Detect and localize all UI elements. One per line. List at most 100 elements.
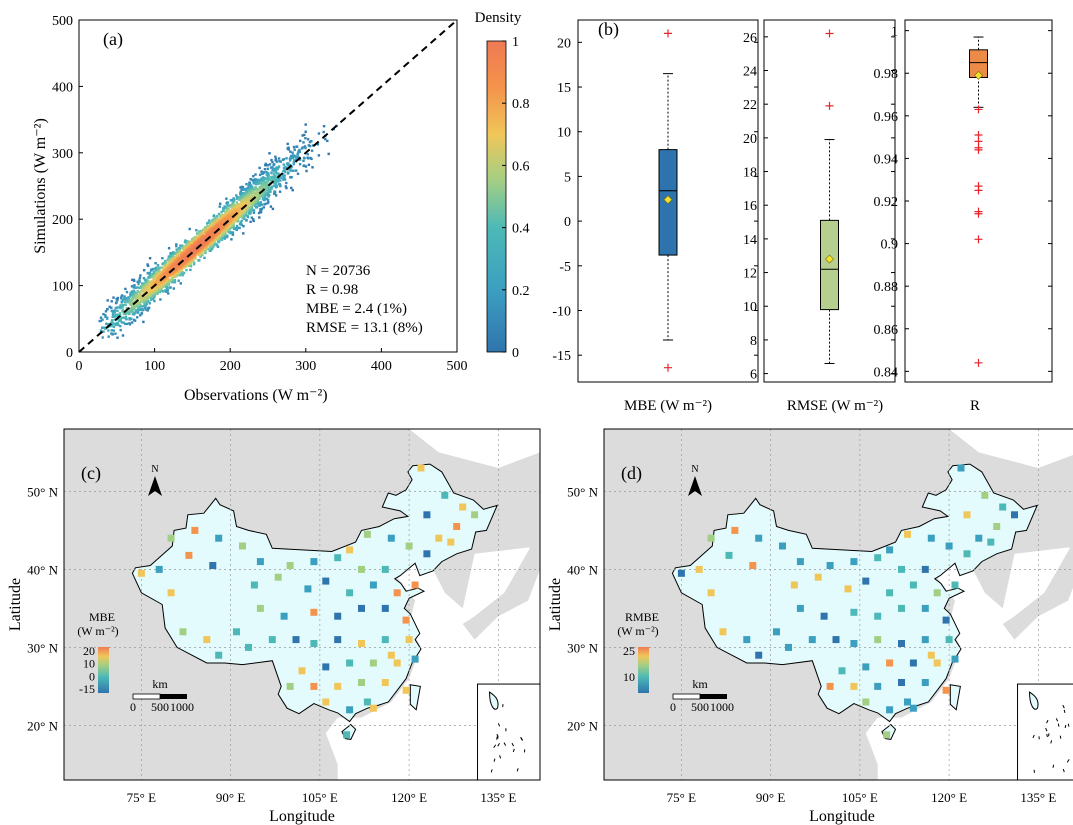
scatter-point — [161, 257, 164, 260]
scatter-point — [170, 259, 173, 263]
scatter-point — [125, 322, 129, 326]
scatter-point — [189, 268, 192, 272]
scatter-point — [234, 204, 237, 207]
station-square — [677, 569, 685, 577]
station-square — [963, 511, 971, 519]
scatter-point — [203, 228, 207, 232]
scatter-point — [279, 179, 282, 182]
scatter-point — [301, 134, 304, 137]
latitude-tick-label: 20° N — [27, 718, 58, 733]
scatter-point — [310, 149, 314, 152]
scatter-point — [111, 324, 114, 327]
scatter-y-label: Simulations (W m⁻²) — [32, 118, 49, 254]
scatter-point — [322, 130, 325, 134]
scatter-point — [286, 142, 289, 146]
inset-island — [493, 758, 496, 762]
station-square — [334, 554, 342, 562]
boxplot-panel: (b) 20 15 10 5 0 -5 -10 -15 26 24 22 20 18 16 14 12 10 8 6… — [552, 19, 1053, 414]
scatter-point — [213, 243, 216, 246]
scatter-point — [258, 185, 261, 189]
scatter-point — [124, 312, 128, 315]
legend-tick-label: 20 — [83, 644, 95, 658]
box-tick-label: 0.94 — [874, 152, 899, 167]
scatter-point — [172, 255, 175, 258]
outlier-marker — [825, 101, 834, 110]
scatter-point — [131, 294, 134, 297]
scatter-point — [234, 219, 237, 222]
scatter-point — [304, 123, 307, 126]
scatter-point — [147, 289, 150, 293]
scatter-point — [283, 169, 286, 173]
scale-bar-black — [160, 694, 187, 699]
station-square — [363, 530, 371, 538]
scatter-point — [273, 173, 276, 176]
longitude-tick-label: 105° E — [842, 790, 878, 805]
scatter-point — [252, 211, 256, 214]
scatter-point — [263, 191, 266, 194]
station-square — [137, 569, 145, 577]
scatter-point — [311, 166, 314, 169]
scatter-point — [129, 307, 132, 310]
scatter-point — [239, 186, 242, 189]
station-square — [945, 542, 953, 550]
box-tick-label: 20 — [743, 132, 757, 147]
scatter-point — [242, 232, 245, 235]
colorbar-tick-label: 0.6 — [512, 159, 530, 174]
scatter-point — [161, 262, 164, 266]
scatter-point — [148, 287, 151, 290]
scatter-point — [177, 268, 180, 271]
scatter-point — [139, 303, 142, 306]
scatter-point — [293, 148, 296, 151]
scatter-point — [253, 193, 256, 196]
scatter-point — [261, 187, 264, 190]
scatter-point — [324, 138, 327, 141]
scatter-point — [264, 183, 268, 187]
scatter-point — [110, 306, 113, 309]
scatter-point — [258, 204, 262, 207]
station-square — [417, 464, 425, 472]
scatter-point — [273, 190, 276, 193]
scatter-point — [116, 296, 119, 300]
scatter-point — [262, 206, 265, 209]
map-panel-label: (d) — [621, 463, 642, 484]
scatter-point — [275, 160, 278, 163]
scatter-point — [182, 271, 186, 275]
scatter-point — [152, 296, 156, 299]
map-content — [64, 429, 540, 780]
scatter-point — [256, 200, 259, 203]
scatter-point — [260, 203, 263, 206]
inset-island — [1063, 709, 1066, 713]
station-square — [755, 534, 763, 542]
scatter-point — [232, 225, 235, 228]
scatter-point — [266, 174, 270, 177]
scatter-point — [264, 162, 267, 166]
scatter-point — [140, 285, 143, 288]
scatter-point — [125, 307, 128, 310]
scatter-point — [212, 215, 215, 218]
scatter-point — [252, 191, 255, 195]
scatter-point — [185, 245, 188, 248]
scatter-point — [292, 161, 295, 164]
scatter-point — [317, 154, 321, 157]
scatter-point — [256, 194, 259, 197]
scatter-point — [269, 176, 272, 179]
scatter-point — [286, 164, 290, 167]
scatter-point — [230, 206, 233, 209]
outlier-marker — [664, 363, 672, 372]
inset-island — [520, 737, 523, 741]
inset-island — [497, 723, 501, 727]
x-tick-label: 300 — [295, 359, 316, 374]
scatter-point — [251, 201, 255, 205]
scatter-point — [133, 284, 136, 287]
station-square — [280, 612, 288, 620]
scatter-point — [153, 299, 156, 303]
scatter-point — [114, 332, 117, 335]
box-tick-label: 12 — [743, 267, 757, 282]
outlier-marker — [664, 29, 672, 38]
station-square — [951, 655, 959, 663]
inset-island — [516, 768, 519, 772]
scatter-point — [150, 269, 153, 272]
scatter-point — [303, 133, 306, 137]
scatter-point — [282, 178, 285, 181]
scatter-point — [147, 288, 150, 291]
